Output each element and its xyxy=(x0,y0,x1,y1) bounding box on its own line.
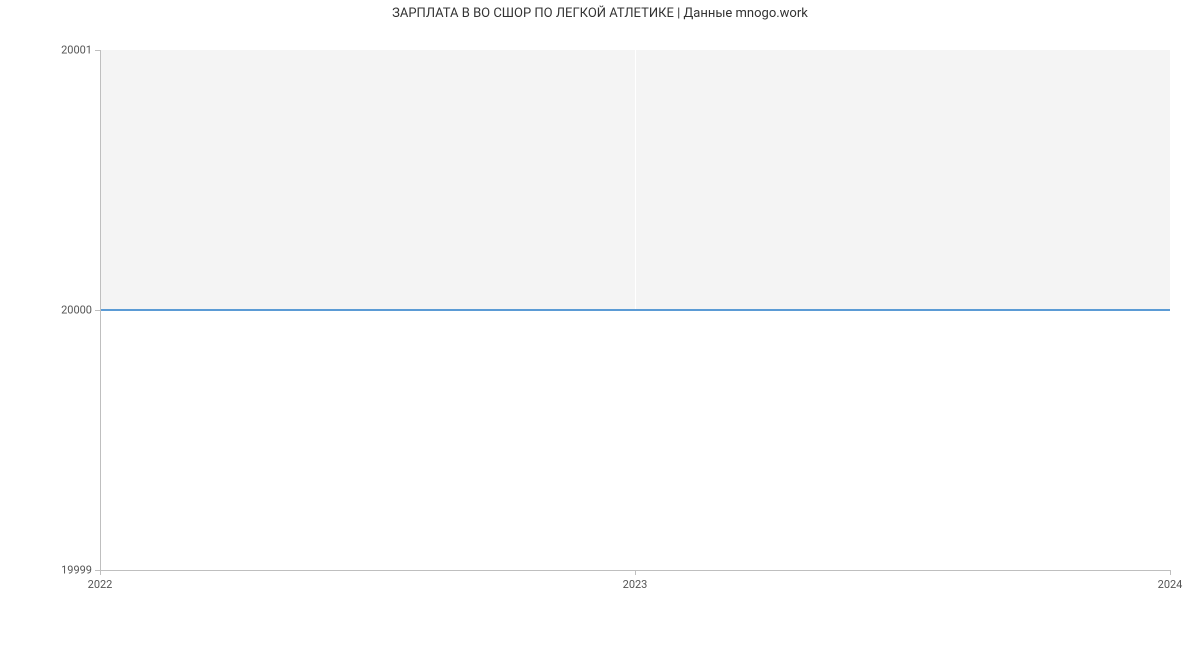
x-tick-label: 2024 xyxy=(1158,578,1183,591)
plot-area xyxy=(100,50,1170,570)
x-tick-mark xyxy=(635,570,636,575)
y-tick-label: 20000 xyxy=(61,304,92,317)
y-tick-mark xyxy=(95,310,100,311)
y-axis-line xyxy=(100,50,101,570)
x-tick-label: 2023 xyxy=(623,578,648,591)
data-line xyxy=(100,309,1170,311)
x-tick-label: 2022 xyxy=(88,578,113,591)
y-tick-mark xyxy=(95,50,100,51)
y-tick-label: 19999 xyxy=(61,564,92,577)
chart-title: ЗАРПЛАТА В ВО СШОР ПО ЛЕГКОЙ АТЛЕТИКЕ | … xyxy=(0,6,1200,21)
salary-chart: ЗАРПЛАТА В ВО СШОР ПО ЛЕГКОЙ АТЛЕТИКЕ | … xyxy=(0,0,1200,650)
x-tick-mark xyxy=(100,570,101,575)
y-tick-label: 20001 xyxy=(61,44,92,57)
x-tick-mark xyxy=(1170,570,1171,575)
